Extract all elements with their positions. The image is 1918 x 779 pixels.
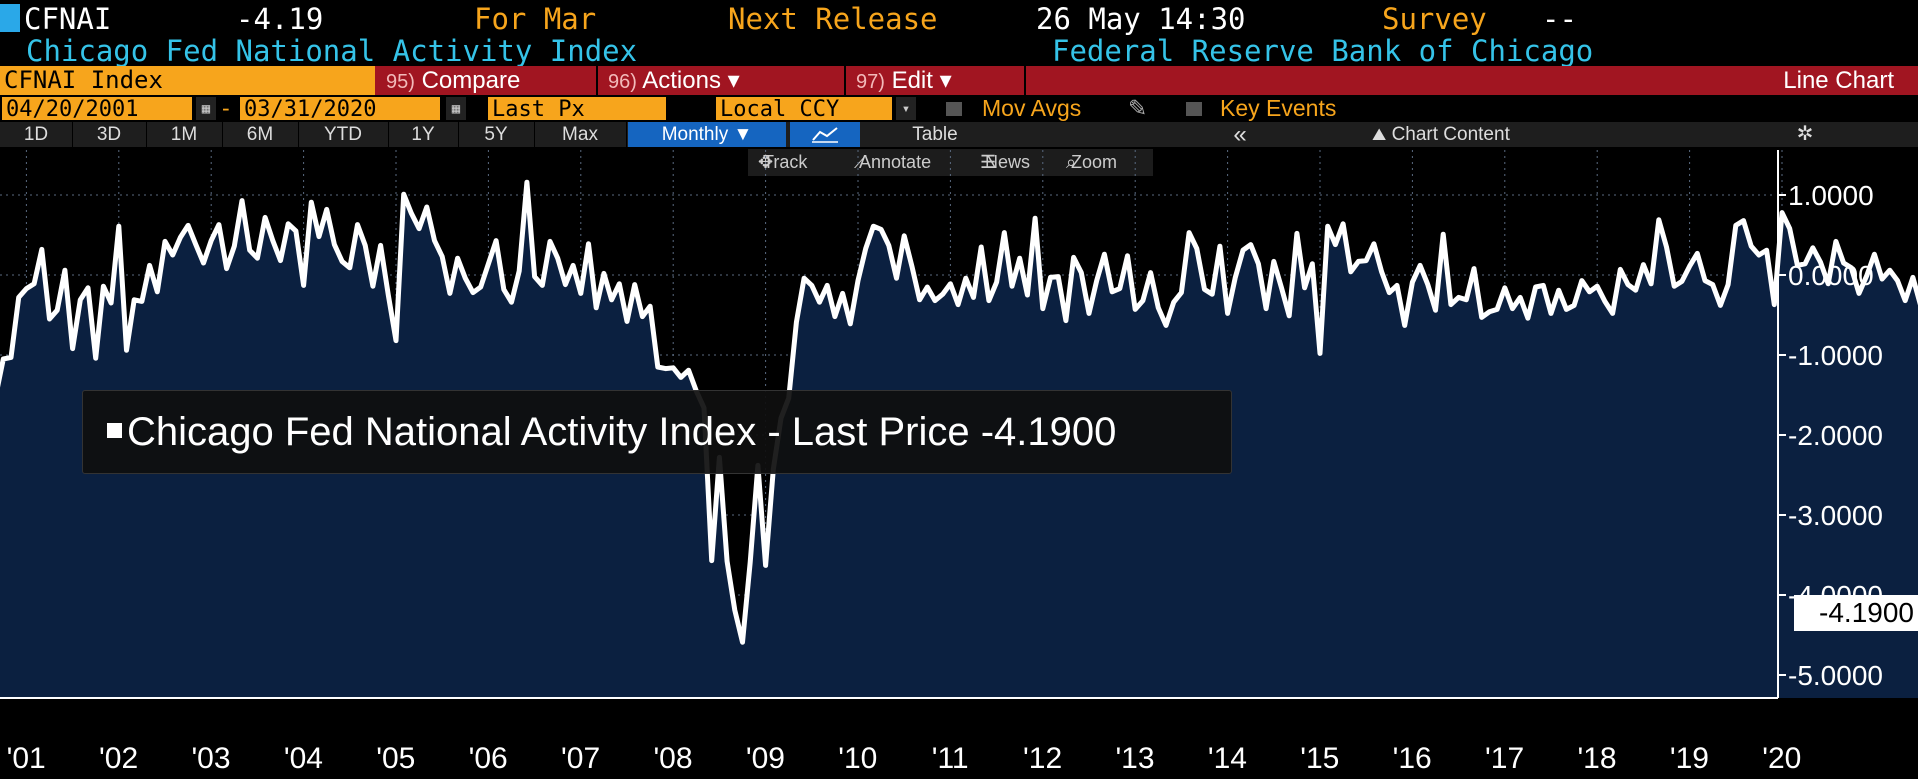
survey-label: Survey [1382, 2, 1487, 36]
news-icon: ☰ [980, 152, 997, 172]
x-tick-label: '10 [838, 742, 877, 775]
edit-label: Edit ▾ [891, 67, 952, 94]
period-1d[interactable]: 1D [0, 122, 73, 147]
x-tick-label: '03 [191, 742, 230, 775]
start-date-field[interactable]: 04/20/2001 [2, 97, 192, 122]
magnifier-icon: ⌕ [1066, 152, 1077, 172]
period-3d[interactable]: 3D [72, 122, 147, 147]
x-tick-label: '13 [1115, 742, 1154, 775]
chart-content-label: Chart Content [1391, 124, 1510, 145]
range-bar: 04/20/2001 ▦ - 03/31/2020 ▦ Last Px Loca… [0, 95, 1918, 122]
next-release-label: Next Release [728, 2, 938, 36]
chart-content-icon: ⛰ [1372, 125, 1387, 144]
line-chart-icon[interactable] [790, 122, 860, 147]
x-tick-label: '07 [561, 742, 600, 775]
zoom-label: Zoom [1071, 152, 1118, 172]
edit-button[interactable]: 97) Edit ▾ [848, 66, 1026, 95]
period-1m[interactable]: 1M [146, 122, 223, 147]
chart-content-button[interactable]: ⛰ Chart Content [1372, 122, 1620, 147]
survey-value: -- [1542, 2, 1577, 36]
x-tick-label: '15 [1300, 742, 1339, 775]
compare-button[interactable]: 95) Compare [378, 66, 598, 95]
y-tick-label: -5.0000 [1788, 660, 1883, 691]
y-tick-label: 0.0000 [1788, 260, 1874, 291]
currency-select[interactable]: Local CCY [716, 97, 892, 122]
x-tick-label: '19 [1670, 742, 1709, 775]
period-bar: 1D 3D 1M 6M YTD 1Y 5Y Max Monthly ▼ Tabl… [0, 122, 1918, 147]
period-1y[interactable]: 1Y [388, 122, 459, 147]
x-tick-label: '14 [1208, 742, 1247, 775]
period-max[interactable]: Max [534, 122, 627, 147]
data-source: Federal Reserve Bank of Chicago [1052, 34, 1594, 68]
x-tick-label: '04 [284, 742, 323, 775]
series-line [0, 179, 1918, 645]
x-tick-label: '01 [7, 742, 46, 775]
menu-bar: CFNAI Index 95) Compare 96) Actions ▾ 97… [0, 66, 1918, 95]
x-tick-label: '17 [1485, 742, 1524, 775]
price-field-select[interactable]: Last Px [488, 97, 666, 122]
header-bar: CFNAI -4.19 For Mar Next Release 26 May … [0, 0, 1918, 36]
y-tick-label: -3.0000 [1788, 500, 1883, 531]
legend-swatch [107, 423, 122, 438]
x-tick-label: '18 [1577, 742, 1616, 775]
annotate-label: Annotate [859, 152, 932, 172]
x-tick-label: '08 [653, 742, 692, 775]
actions-hotkey: 96) [608, 71, 637, 93]
period-ytd[interactable]: YTD [298, 122, 389, 147]
news-tool[interactable]: ☰ News [980, 149, 1030, 176]
key-events-checkbox[interactable] [1186, 102, 1202, 116]
zoom-tool[interactable]: ⌕ Zoom [1066, 149, 1117, 176]
x-tick-label: '11 [932, 742, 969, 775]
key-events-label: Key Events [1220, 95, 1337, 121]
x-tick-label: '16 [1393, 742, 1432, 775]
pencil-icon[interactable]: ✎ [1128, 95, 1148, 121]
chart-legend: Chicago Fed National Activity Index - La… [82, 390, 1232, 474]
security-marker [0, 4, 20, 32]
ticker-symbol: CFNAI [24, 2, 112, 36]
track-label: Track [763, 152, 808, 172]
x-axis: '01 '02 '03 '04 '05 '06 '07 '08 '09 '10 '11 '12 '13 '… [0, 697, 1801, 775]
gear-icon[interactable]: ✲ [1796, 123, 1814, 145]
end-date-field[interactable]: 03/31/2020 [240, 97, 440, 122]
x-tick-label: '20 [1762, 742, 1801, 775]
security-field[interactable]: CFNAI Index [0, 66, 375, 95]
mov-avgs-label: Mov Avgs [982, 95, 1082, 121]
x-tick-label: '06 [469, 742, 508, 775]
y-tick-label: -1.0000 [1788, 340, 1883, 371]
x-tick-label: '12 [1023, 742, 1062, 775]
compare-hotkey: 95) [386, 71, 415, 93]
description-bar: Chicago Fed National Activity Index Fede… [0, 34, 1918, 68]
chevron-down-icon[interactable]: ▾ [896, 97, 916, 120]
frequency-select[interactable]: Monthly ▼ [628, 122, 786, 147]
annotate-tool[interactable]: ⟋ Annotate [854, 149, 931, 176]
mov-avgs-checkbox[interactable] [946, 102, 962, 116]
x-tick-label: '02 [99, 742, 138, 775]
date-separator: - [222, 95, 230, 121]
table-tab[interactable]: Table [912, 124, 958, 145]
x-tick-label: '05 [376, 742, 415, 775]
next-release-date: 26 May 14:30 [1036, 2, 1246, 36]
period-5y[interactable]: 5Y [458, 122, 535, 147]
for-period: For Mar [474, 2, 597, 36]
security-full-name: Chicago Fed National Activity Index [26, 34, 638, 68]
edit-hotkey: 97) [856, 71, 885, 93]
last-value: -4.19 [236, 2, 324, 36]
y-tick-label: 1.0000 [1788, 180, 1874, 211]
calendar-icon[interactable]: ▦ [196, 97, 216, 120]
period-6m[interactable]: 6M [222, 122, 299, 147]
chart-type-label[interactable]: Line Chart [1783, 67, 1894, 94]
last-price-label: -4.1900 [1794, 595, 1918, 631]
pencil-icon: ⟋ [854, 152, 867, 172]
x-tick-label: '09 [746, 742, 785, 775]
actions-button[interactable]: 96) Actions ▾ [600, 66, 846, 95]
actions-label: Actions ▾ [642, 67, 740, 94]
legend-text: Chicago Fed National Activity Index - La… [127, 410, 1117, 454]
news-label: News [985, 152, 1031, 172]
compare-label: Compare [421, 67, 521, 94]
calendar-icon[interactable]: ▦ [446, 97, 466, 120]
y-tick-label: -2.0000 [1788, 420, 1883, 451]
y-axis: 1.00000.0000-1.0000-2.0000-3.0000-4.0000… [1777, 150, 1883, 698]
collapse-icon[interactable]: « [1233, 121, 1247, 148]
